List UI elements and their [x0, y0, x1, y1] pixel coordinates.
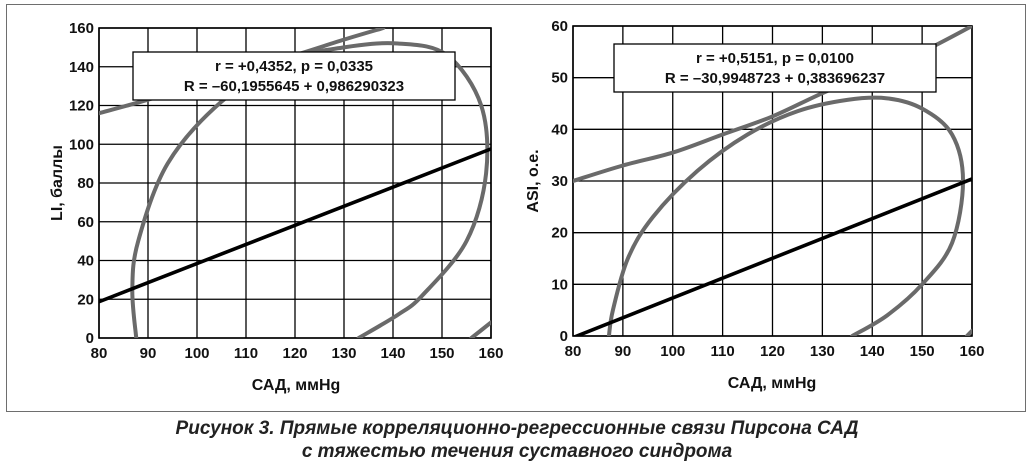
y-tick-label: 0 — [560, 328, 568, 345]
x-tick-label: 100 — [184, 345, 209, 362]
y-tick-label: 140 — [69, 59, 94, 76]
y-tick-label: 120 — [69, 98, 94, 115]
y-tick-label: 160 — [69, 20, 94, 37]
caption-line-1: Рисунок 3. Прямые корреляционно-регресси… — [175, 418, 859, 439]
x-tick-label: 80 — [91, 345, 108, 362]
x-tick-label: 90 — [140, 345, 157, 362]
x-tick-label: 110 — [711, 343, 735, 360]
chart-panel-2: 80 90 100 110 120 130 140 150 160 0 10 20 30 40 50 60 СА… — [525, 18, 985, 392]
y-tick-label: 40 — [77, 253, 94, 270]
y-tick-label: 50 — [551, 70, 568, 87]
x-tick-label: 130 — [331, 345, 356, 362]
x-axis-title: САД, ммHg — [728, 375, 817, 392]
x-tick-label: 160 — [478, 345, 503, 362]
y-axis-title: LI, баллы — [49, 145, 66, 221]
stats-box — [613, 43, 937, 93]
x-tick-label: 120 — [760, 343, 785, 360]
y-tick-label: 80 — [77, 175, 94, 192]
stats-box — [132, 51, 456, 101]
confidence-ellipse-inner — [130, 41, 490, 338]
y-tick-label: 20 — [551, 225, 568, 242]
confidence-ellipse-outer-lower — [469, 320, 491, 338]
confidence-ellipse-outer-lower — [965, 328, 972, 336]
y-tick-label: 40 — [551, 121, 568, 138]
chart-panel-1: 80 90 100 110 120 130 140 150 160 0 20 40 60 80 100 120… — [49, 20, 504, 394]
regression-line — [573, 177, 972, 336]
stats-correlation-label: r = +0,5151, p = 0,0100 — [696, 50, 854, 67]
x-tick-label: 110 — [234, 345, 258, 362]
correlation-charts: 80 90 100 110 120 130 140 150 160020406080100120… — [49, 18, 985, 394]
y-tick-label: 20 — [77, 291, 94, 308]
caption-line-2: с тяжестью течения суставного синдрома — [301, 441, 733, 462]
x-tick-label: 130 — [810, 343, 835, 360]
x-tick-label: 140 — [860, 343, 885, 360]
y-tick-label: 60 — [551, 18, 568, 35]
plot-area-border — [98, 27, 492, 339]
y-tick-label: 30 — [551, 173, 568, 190]
x-tick-label: 90 — [615, 343, 632, 360]
stats-regression-label: R = –30,9948723 + 0,383696237 — [665, 70, 885, 87]
x-tick-label: 80 — [565, 343, 582, 360]
stats-regression-label: R = –60,1955645 + 0,986290323 — [184, 78, 404, 95]
stats-correlation-label: r = +0,4352, p = 0,0335 — [215, 58, 373, 75]
y-axis-title: ASI, о.е. — [525, 149, 542, 212]
x-tick-label: 150 — [429, 345, 454, 362]
x-tick-label: 100 — [660, 343, 685, 360]
figure-frame — [6, 4, 1026, 412]
x-tick-label: 140 — [380, 345, 405, 362]
y-tick-label: 100 — [69, 136, 94, 153]
confidence-ellipse-inner — [606, 95, 966, 336]
x-tick-label: 150 — [910, 343, 935, 360]
y-tick-label: 60 — [77, 214, 94, 231]
x-tick-label: 120 — [282, 345, 307, 362]
y-tick-label: 10 — [551, 276, 568, 293]
x-tick-label: 160 — [959, 343, 984, 360]
x-axis-title: САД, ммHg — [252, 377, 341, 394]
regression-line — [99, 147, 491, 304]
figure-caption: Рисунок 3. Прямые корреляционно-регресси… — [0, 417, 1034, 463]
y-tick-label: 0 — [86, 330, 94, 347]
